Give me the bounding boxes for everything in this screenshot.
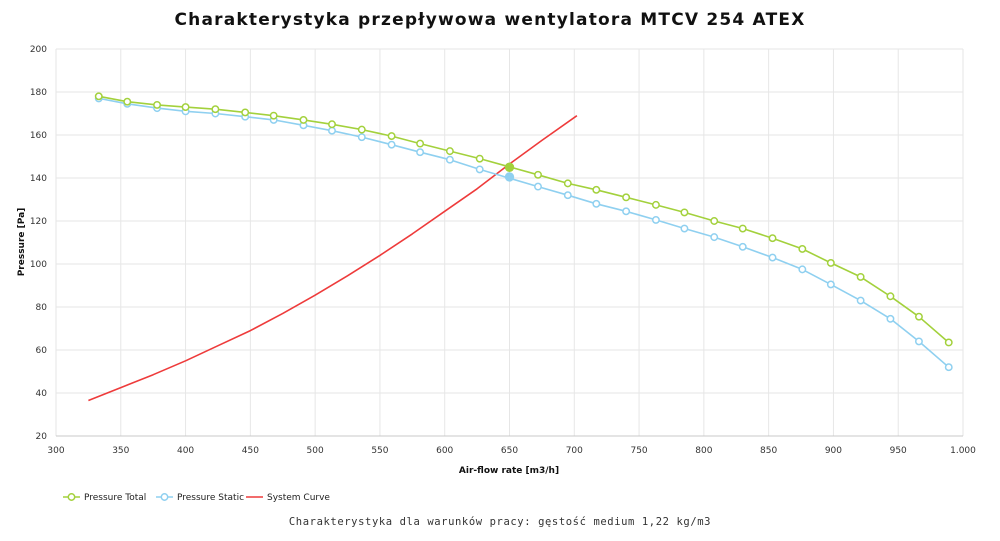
pressure-total-point [387, 132, 396, 141]
x-tick-label: 300 [47, 446, 64, 456]
pressure-total-line [98, 95, 950, 344]
x-tick-label: 750 [630, 446, 647, 456]
y-tick-label: 40 [36, 389, 48, 399]
pressure-static-point [680, 224, 689, 233]
system-curve-line [88, 115, 578, 402]
pressure-static-point [592, 199, 601, 208]
pressure-total-point [445, 147, 454, 156]
legend-label: Pressure Total [84, 493, 146, 503]
x-tick-label: 900 [825, 446, 842, 456]
x-tick-label: 400 [177, 446, 194, 456]
pressure-total-point [181, 103, 190, 112]
pressure-static-point [563, 191, 572, 200]
tick-labels: 300 350 400 450 500 550 600 650 700 750 800 850 900 9… [30, 45, 976, 456]
pressure-static-point [856, 296, 865, 305]
pressure-static-point [651, 215, 660, 224]
pressure-total-point [914, 312, 923, 321]
pressure-static-line [98, 97, 950, 368]
y-tick-label: 200 [30, 45, 47, 55]
x-tick-label: 950 [890, 446, 907, 456]
pressure-static-point [357, 133, 366, 142]
pressure-total-point [269, 111, 278, 120]
x-tick-label: 700 [566, 446, 583, 456]
pressure-static-point [798, 265, 807, 274]
pressure-total-point [123, 97, 132, 106]
pressure-total-point [475, 154, 484, 163]
legend-item-system-curve: System Curve [246, 493, 330, 503]
y-tick-label: 140 [30, 174, 47, 184]
x-tick-label: 1.000 [950, 446, 976, 456]
legend-item-pressure-static: Pressure Static [156, 493, 244, 503]
pressure-static-operating-point [504, 172, 515, 182]
pressure-static-point [328, 126, 336, 135]
chart-subtitle: Charakterystyka dla warunków pracy: gęst… [289, 516, 711, 528]
x-tick-label: 500 [307, 446, 324, 456]
legend-label: Pressure Static [177, 493, 244, 503]
x-tick-label: 350 [112, 446, 129, 456]
pressure-total-point [328, 120, 336, 129]
chart-title: Charakterystyka przepływowa wentylatora … [174, 10, 805, 30]
y-tick-label: 180 [30, 88, 47, 98]
x-tick-label: 650 [501, 446, 518, 456]
pressure-total-point [299, 116, 308, 124]
pressure-total-point [826, 258, 835, 267]
pressure-total-point [944, 338, 953, 347]
pressure-total-point [680, 208, 689, 217]
y-axis-label: Pressure [Pa] [17, 208, 27, 277]
pressure-static-point [914, 337, 923, 346]
y-tick-label: 80 [36, 303, 48, 313]
pressure-static-point [768, 253, 777, 262]
legend: Pressure Total Pressure Static System Curv… [63, 493, 330, 503]
pressure-total-point [738, 224, 747, 233]
legend-item-pressure-total: Pressure Total [63, 493, 146, 503]
legend-swatch-marker [160, 493, 169, 501]
pressure-total-point [211, 105, 220, 114]
pressure-static-point [738, 242, 747, 251]
y-tick-label: 60 [36, 346, 48, 356]
x-tick-label: 800 [695, 446, 712, 456]
pressure-static-point [944, 363, 953, 372]
pressure-static-point [826, 280, 835, 289]
pressure-total-point [886, 292, 895, 301]
pressure-total-point [622, 193, 631, 202]
pressure-total-point [153, 100, 162, 109]
y-tick-label: 100 [30, 260, 47, 270]
series-layer [88, 92, 953, 402]
y-tick-label: 20 [36, 432, 48, 442]
pressure-total-point [357, 125, 366, 134]
pressure-total-point [534, 170, 542, 179]
pressure-total-point [651, 200, 660, 209]
x-tick-label: 550 [371, 446, 388, 456]
pressure-total-point [798, 245, 807, 253]
pressure-total-point [563, 179, 572, 188]
pressure-static-point [475, 165, 484, 174]
x-tick-label: 850 [760, 446, 777, 456]
pressure-total-point [241, 108, 250, 117]
pressure-total-point [856, 272, 865, 281]
pressure-static-point [710, 233, 719, 242]
pressure-total-point [592, 185, 601, 194]
pressure-total-point [94, 92, 103, 101]
pressure-total-point [768, 234, 777, 243]
x-axis-label: Air-flow rate [m3/h] [459, 466, 559, 476]
grid [55, 48, 964, 437]
y-tick-label: 160 [30, 131, 47, 141]
x-tick-label: 450 [242, 446, 259, 456]
pressure-static-point [534, 182, 542, 191]
legend-label: System Curve [267, 493, 330, 503]
legend-swatch-marker [67, 493, 76, 501]
pressure-static-point [445, 155, 454, 164]
pressure-total-operating-point [504, 162, 515, 172]
y-tick-label: 120 [30, 217, 47, 227]
pressure-total-point [710, 217, 719, 225]
pressure-static-point [622, 207, 631, 216]
x-tick-label: 600 [436, 446, 453, 456]
pressure-static-point [416, 148, 425, 157]
pressure-total-point [416, 139, 425, 148]
pressure-static-point [886, 314, 895, 323]
pressure-static-point [387, 140, 396, 149]
